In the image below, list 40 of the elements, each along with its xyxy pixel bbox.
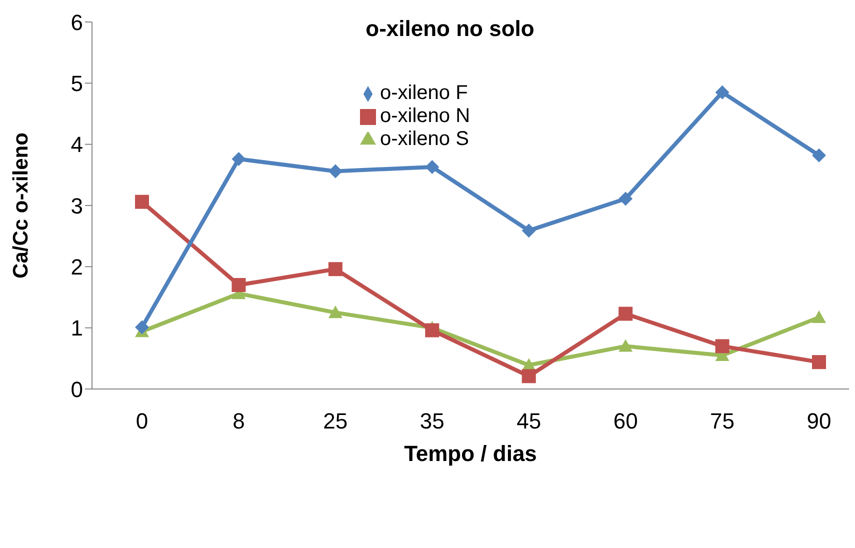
x-tick-label: 60	[613, 408, 638, 434]
x-axis-title: Tempo / dias	[404, 441, 537, 466]
point	[425, 323, 440, 338]
y-tick-label: 2	[70, 254, 83, 280]
point	[425, 160, 440, 174]
point	[135, 320, 149, 334]
point	[135, 194, 149, 209]
y-tick-label: 4	[70, 132, 83, 158]
point	[328, 306, 342, 318]
x-tick-label: 8	[232, 408, 245, 434]
x-tick-label: 45	[516, 408, 542, 434]
point	[232, 152, 246, 166]
x-tick-label: 0	[136, 408, 148, 434]
legend-label: o-xileno F	[380, 82, 468, 104]
point	[328, 262, 342, 276]
legend-label: o-xileno N	[380, 105, 470, 127]
point	[812, 355, 826, 370]
x-tick-label: 90	[806, 408, 832, 434]
point	[618, 306, 633, 321]
y-tick-label: 3	[70, 193, 83, 218]
y-tick-label: 5	[70, 70, 83, 96]
point	[328, 164, 342, 178]
point	[522, 369, 536, 384]
y-tick-label: 6	[70, 10, 83, 35]
y-axis-title: Ca/Cc o-xileno	[9, 132, 32, 278]
point	[618, 192, 633, 206]
point	[715, 339, 730, 354]
x-tick-label: 75	[710, 408, 735, 434]
point	[812, 148, 826, 162]
chart-title: o-xileno no solo	[364, 16, 536, 42]
y-tick-label: 0	[70, 376, 83, 402]
point	[618, 339, 633, 352]
point	[522, 224, 536, 238]
y-tick-label: 1	[70, 316, 83, 341]
legend-label: o-xileno S	[380, 128, 469, 150]
point	[812, 310, 826, 324]
point	[715, 85, 730, 100]
point	[232, 278, 246, 292]
x-tick-label: 35	[420, 408, 444, 434]
x-tick-label: 25	[323, 408, 348, 434]
